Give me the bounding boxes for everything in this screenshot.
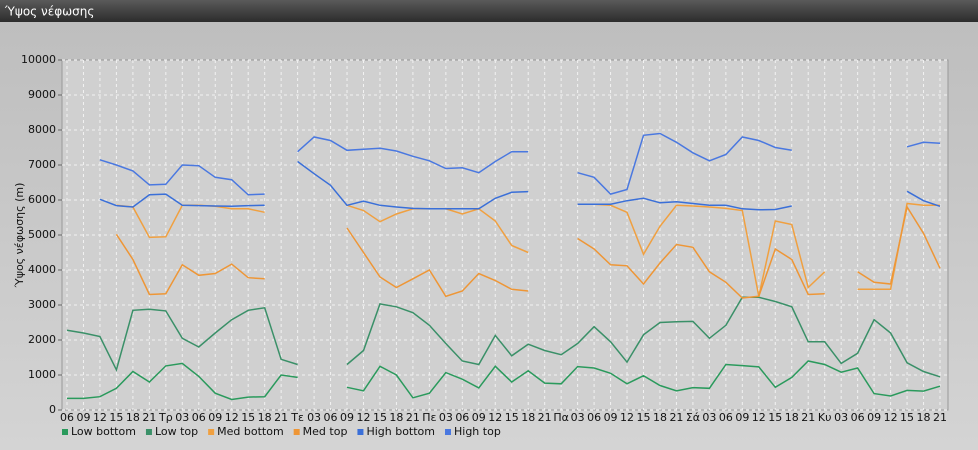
x-tick-label: 21 (933, 411, 947, 424)
x-tick-label: 15 (373, 411, 387, 424)
x-tick-label: 12 (225, 411, 239, 424)
x-tick-label: 18 (653, 411, 667, 424)
x-tick-label: 18 (785, 411, 799, 424)
x-tick-label: 15 (768, 411, 782, 424)
y-tick-label: 10000 (21, 53, 56, 66)
legend-swatch (293, 429, 300, 435)
x-tick-label: 03 (175, 411, 189, 424)
legend-swatch (208, 429, 215, 435)
x-tick-label: Τε (290, 411, 304, 424)
x-tick-label: 09 (340, 411, 354, 424)
x-tick-label: 21 (669, 411, 683, 424)
x-tick-label: 21 (538, 411, 552, 424)
x-tick-label: 09 (604, 411, 618, 424)
series-line (66, 296, 941, 378)
x-tick-label: 15 (241, 411, 255, 424)
y-tick-label: 9000 (28, 88, 56, 101)
y-tick-label: 8000 (28, 123, 56, 136)
title-bar (0, 0, 978, 22)
legend-swatch (357, 429, 364, 435)
x-tick-label: Κυ (818, 411, 832, 424)
x-tick-label: 21 (274, 411, 288, 424)
x-tick-label: 12 (488, 411, 502, 424)
x-tick-label: 03 (571, 411, 585, 424)
x-tick-label: Σά (686, 411, 700, 424)
x-tick-label: 06 (719, 411, 733, 424)
legend-swatch (62, 429, 68, 435)
x-tick-label: 21 (406, 411, 420, 424)
legend-label: Med top (303, 425, 348, 438)
legend-label: High bottom (366, 425, 435, 438)
x-tick-label: 09 (208, 411, 222, 424)
x-tick-label: 09 (735, 411, 749, 424)
legend-label: Med bottom (217, 425, 284, 438)
x-tick-label: 06 (60, 411, 74, 424)
x-tick-label: 18 (126, 411, 140, 424)
y-tick-label: 7000 (28, 158, 56, 171)
legend-swatch (445, 429, 451, 435)
x-tick-label: 18 (521, 411, 535, 424)
x-tick-label: 15 (109, 411, 123, 424)
x-tick-label: 03 (834, 411, 848, 424)
y-tick-label: 1000 (28, 368, 56, 381)
series-line (99, 132, 941, 196)
x-tick-label: 06 (324, 411, 338, 424)
x-tick-label: 12 (356, 411, 370, 424)
legend-label: Low bottom (71, 425, 136, 438)
series-line (99, 160, 941, 211)
x-tick-label: 03 (702, 411, 716, 424)
y-axis-label: Ύψος νέφωσης (m) (13, 183, 26, 289)
legend-label: Low top (155, 425, 198, 438)
x-tick-label: Πε (422, 411, 436, 424)
x-tick-label: 09 (472, 411, 486, 424)
x-tick-label: Τρ (158, 411, 173, 424)
x-tick-label: 12 (620, 411, 634, 424)
x-tick-label: 06 (851, 411, 865, 424)
x-tick-label: 15 (900, 411, 914, 424)
x-tick-label: 03 (439, 411, 453, 424)
x-tick-label: 03 (307, 411, 321, 424)
legend-swatch (145, 429, 152, 435)
x-tick-label: 12 (93, 411, 107, 424)
y-tick-label: 0 (49, 403, 56, 416)
x-tick-label: 18 (389, 411, 403, 424)
x-tick-label: 18 (258, 411, 272, 424)
y-tick-label: 3000 (28, 298, 56, 311)
x-tick-label: 12 (752, 411, 766, 424)
y-tick-label: 4000 (28, 263, 56, 276)
series-line (67, 360, 941, 401)
x-tick-label: 06 (587, 411, 601, 424)
x-tick-label: 21 (801, 411, 815, 424)
x-tick-label: 18 (917, 411, 931, 424)
legend-label: High top (454, 425, 501, 438)
x-tick-label: 06 (455, 411, 469, 424)
x-tick-label: 21 (142, 411, 156, 424)
x-tick-label: 12 (884, 411, 898, 424)
x-tick-label: 09 (76, 411, 90, 424)
x-tick-label: 15 (637, 411, 651, 424)
x-tick-label: 06 (192, 411, 206, 424)
x-tick-label: 09 (867, 411, 881, 424)
chart-title: Ύψος νέφωσης (4, 5, 94, 19)
x-tick-label: 15 (505, 411, 519, 424)
y-tick-label: 2000 (28, 333, 56, 346)
y-tick-label: 5000 (28, 228, 56, 241)
x-tick-label: Πα (553, 411, 569, 424)
series-line (115, 205, 941, 299)
y-tick-label: 6000 (28, 193, 56, 206)
